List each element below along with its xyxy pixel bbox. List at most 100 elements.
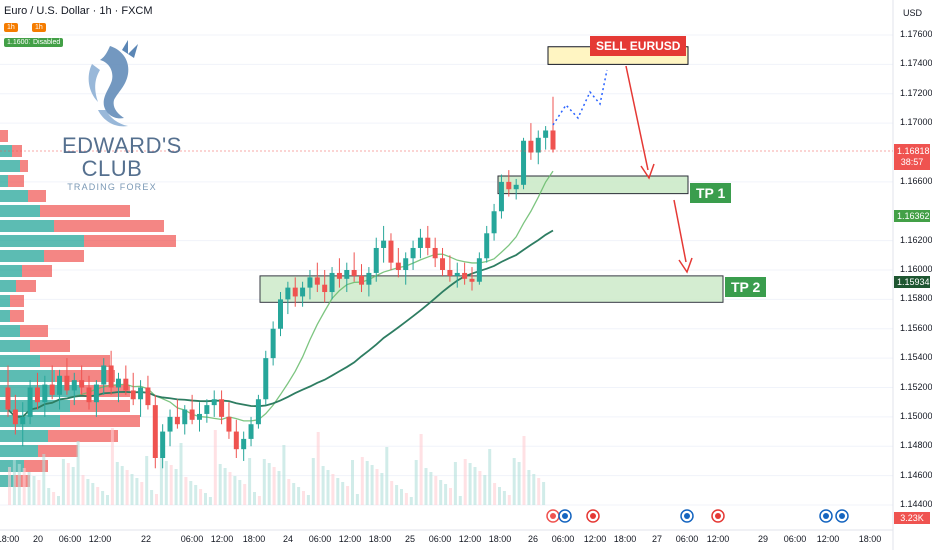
chip-interval-a[interactable]: 1h xyxy=(4,23,18,32)
candle-body xyxy=(285,287,291,300)
volume-profile-bull xyxy=(0,280,16,292)
volume-profile-bull xyxy=(0,355,40,367)
tp2-label: TP 2 xyxy=(725,277,767,297)
volume-bar xyxy=(174,469,178,505)
volume-bar xyxy=(400,489,403,505)
candle-body xyxy=(336,272,342,279)
candle-body xyxy=(440,258,446,270)
volume-bar xyxy=(61,459,65,505)
volume-bar xyxy=(453,462,457,505)
volume-profile-bear xyxy=(70,400,130,412)
time-label: 12:00 xyxy=(88,534,112,544)
candle-body xyxy=(388,240,394,263)
candle-body xyxy=(204,405,210,414)
price-label: 1.15600 xyxy=(900,322,932,333)
candle-body xyxy=(425,237,431,248)
candle-body xyxy=(521,140,527,185)
tp1-zone xyxy=(497,175,689,195)
economic-event-icon-dot xyxy=(562,513,568,519)
volume-bar xyxy=(311,458,315,505)
volume-profile-bear xyxy=(24,460,48,472)
chip-interval-b[interactable]: 1h xyxy=(32,23,46,32)
volume-bar xyxy=(498,487,501,505)
candle-body xyxy=(219,399,225,417)
volume-bar xyxy=(287,479,291,505)
indicator-status-badge[interactable]: Disabled xyxy=(30,38,64,47)
volume-profile-bear xyxy=(38,445,78,457)
volume-profile-bear xyxy=(60,415,140,427)
volume-bar xyxy=(512,458,516,505)
candle-body xyxy=(278,299,283,329)
candle-body xyxy=(454,272,460,276)
candle-body xyxy=(115,378,121,388)
volume-bar xyxy=(189,481,193,505)
candle-body xyxy=(130,390,136,400)
volume-profile-bull xyxy=(0,310,10,322)
candle-body xyxy=(5,387,11,410)
price-label: 1.15200 xyxy=(900,381,932,392)
volume-profile-bull xyxy=(0,220,54,232)
volume-bar xyxy=(277,471,281,505)
volume-bar xyxy=(292,483,296,505)
time-label: 24 xyxy=(282,534,294,544)
volume-bar xyxy=(204,493,207,505)
price-label: 1.17400 xyxy=(900,58,932,69)
candle-body xyxy=(182,409,188,425)
volume-bar xyxy=(355,494,359,505)
economic-event-icon-dot xyxy=(550,513,556,519)
time-label: 18:00 xyxy=(242,534,266,544)
volume-bar xyxy=(12,460,16,505)
logo-title: EDWARD'S CLUB xyxy=(62,133,182,181)
volume-bar xyxy=(155,494,158,505)
candle-body xyxy=(123,378,129,391)
volume-profile-bull xyxy=(0,265,22,277)
volume-profile xyxy=(0,130,176,487)
volume-bar xyxy=(233,476,237,505)
price-label: 1.15000 xyxy=(900,410,932,421)
volume-bar xyxy=(110,428,114,505)
volume-bar xyxy=(86,479,90,505)
volume-bar xyxy=(262,459,266,505)
volume-bar xyxy=(502,491,506,505)
price-label: 1.14800 xyxy=(900,440,932,451)
volume-bar xyxy=(76,441,80,505)
volume-bar xyxy=(522,436,526,505)
time-label: 06:00 xyxy=(308,534,332,544)
volume-bar xyxy=(194,485,198,505)
volume-profile-bear xyxy=(80,385,130,397)
volume-profile-bear xyxy=(84,235,176,247)
volume-profile-bear xyxy=(22,265,52,277)
volume-bar xyxy=(395,485,399,505)
volume-profile-bear xyxy=(16,280,36,292)
sell-label: SELL EURUSD xyxy=(590,36,687,56)
volume-bar xyxy=(218,464,222,505)
candle-body xyxy=(292,287,298,297)
symbol-title: Euro / U.S. Dollar · 1h · FXCM xyxy=(4,5,153,17)
volume-profile-bull xyxy=(0,250,44,262)
candle-body xyxy=(226,416,232,432)
volume-bar xyxy=(331,474,335,505)
zones xyxy=(259,46,724,303)
price-label: 1.16600 xyxy=(900,175,932,186)
volume-bar xyxy=(370,465,374,505)
candles[interactable] xyxy=(5,96,556,469)
volume-bar xyxy=(267,463,271,505)
volume-bar xyxy=(434,476,438,505)
volume-profile-bull xyxy=(0,475,14,487)
economic-event-icon-dot xyxy=(684,513,690,519)
volume-bar xyxy=(8,467,11,505)
volume-profile-bear xyxy=(40,205,130,217)
volume-profile-bull xyxy=(0,370,55,382)
volume-bar xyxy=(150,490,154,505)
event-icons[interactable] xyxy=(546,509,849,523)
candle-body xyxy=(550,130,556,150)
volume-profile-bear xyxy=(54,220,164,232)
volume-profile-bear xyxy=(40,355,110,367)
time-label: 27 xyxy=(651,534,663,544)
candle-body xyxy=(20,416,26,425)
time-label: 18:00 xyxy=(858,534,882,544)
arrow-head-icon xyxy=(678,257,693,274)
volume-bars xyxy=(8,428,546,505)
volume-bar xyxy=(537,478,541,505)
